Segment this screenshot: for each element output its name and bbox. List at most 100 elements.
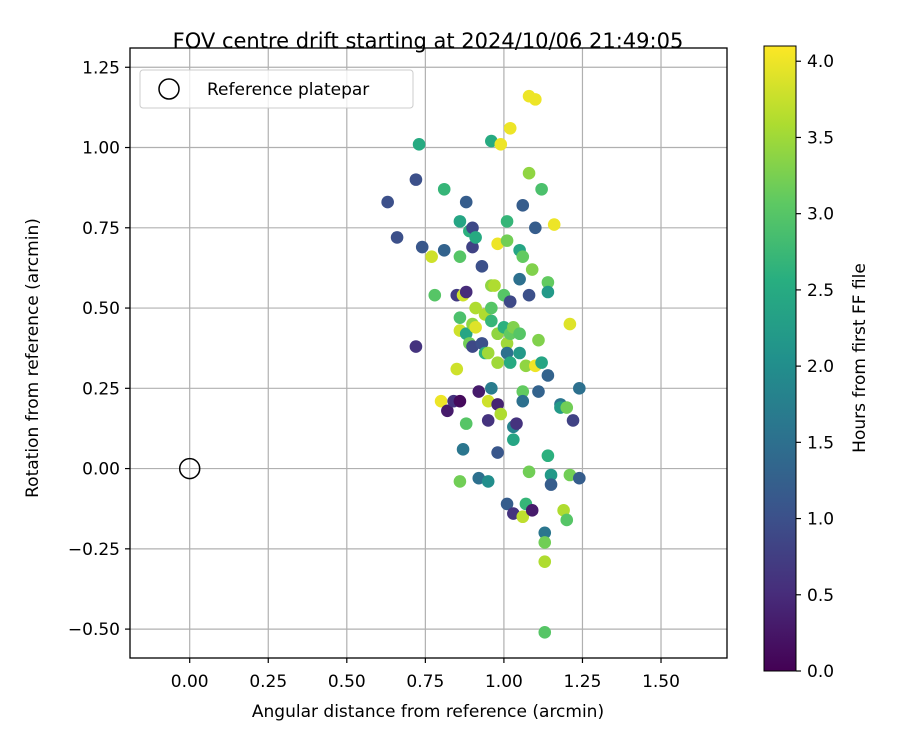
data-point (491, 398, 504, 411)
colorbar-gradient (763, 45, 797, 672)
data-point (513, 346, 526, 360)
x-tick-label: 0.00 (171, 672, 209, 692)
data-point (459, 417, 473, 430)
chart-title: FOV centre drift starting at 2024/10/06 … (173, 29, 684, 53)
data-point (466, 240, 479, 254)
data-point (560, 513, 574, 527)
data-point (485, 382, 498, 395)
data-point (500, 337, 514, 350)
data-point (535, 182, 548, 196)
x-tick-label: 1.25 (564, 672, 602, 692)
data-point (450, 362, 464, 376)
data-point (475, 260, 489, 273)
data-point (434, 394, 448, 408)
data-point (510, 417, 523, 430)
data-point (481, 475, 495, 488)
data-point (500, 346, 514, 360)
data-point (529, 221, 542, 235)
reference-marker-layer (178, 457, 201, 480)
x-axis-ticks: 0.00 0.25 0.50 0.75 1.00 1.25 1.50 (171, 658, 680, 692)
y-tick-label: −0.25 (68, 540, 120, 560)
data-point (485, 301, 498, 315)
data-point (538, 626, 552, 639)
data-point (500, 234, 514, 247)
data-point (513, 327, 526, 341)
data-point (453, 394, 467, 408)
data-point (525, 263, 539, 276)
data-point (481, 346, 495, 360)
data-point (437, 182, 451, 196)
data-point (459, 285, 473, 299)
colorbar-ticks: 0.0 0.5 1.0 1.5 2.0 2.5 3.0 3.5 4.0 (796, 52, 834, 682)
legend-label: Reference platepar (207, 80, 369, 100)
x-tick-label: 0.25 (249, 672, 287, 692)
colorbar-tick-label: 1.0 (807, 510, 834, 530)
data-point (500, 215, 514, 228)
data-point (525, 504, 539, 517)
data-point (532, 333, 545, 347)
data-point (441, 404, 454, 418)
colorbar-tick-label: 2.0 (807, 357, 834, 377)
data-point (437, 243, 451, 257)
data-points (381, 89, 586, 639)
data-point (469, 301, 482, 315)
data-point (494, 138, 508, 151)
legend: Reference platepar (139, 69, 414, 109)
data-point (381, 195, 394, 209)
colorbar-tick-label: 2.5 (807, 281, 834, 301)
y-axis-ticks: −0.50 −0.25 0.00 0.25 0.50 0.75 1.00 1.25 (68, 58, 130, 640)
data-point (459, 327, 473, 341)
data-point (469, 321, 482, 334)
y-tick-label: 1.25 (82, 58, 120, 78)
data-point (541, 285, 555, 299)
data-point (516, 394, 530, 408)
data-point (453, 475, 467, 488)
data-point (563, 317, 577, 331)
x-tick-label: 0.50 (328, 672, 366, 692)
data-point (428, 288, 442, 302)
data-point (466, 221, 479, 235)
y-tick-label: 0.50 (82, 299, 120, 319)
y-tick-label: −0.50 (68, 620, 120, 640)
colorbar-tick-label: 0.5 (807, 586, 834, 606)
data-point (491, 356, 504, 369)
data-point (544, 478, 558, 491)
data-point (415, 240, 429, 254)
reference-platepar-marker (178, 457, 201, 480)
data-point (516, 385, 530, 398)
x-axis-label: Angular distance from reference (arcmin) (252, 702, 604, 722)
data-point (412, 138, 426, 151)
data-point (425, 250, 438, 263)
data-point (472, 385, 486, 398)
data-point (519, 359, 533, 373)
data-point (535, 356, 548, 369)
data-point (516, 199, 530, 212)
data-point (573, 471, 586, 485)
y-tick-label: 0.75 (82, 219, 120, 239)
data-point (500, 497, 514, 511)
data-point (485, 314, 498, 328)
data-point (456, 443, 470, 456)
data-point (522, 166, 536, 180)
colorbar-label: Hours from first FF file (850, 263, 870, 453)
y-tick-label: 0.00 (82, 460, 120, 480)
y-axis-label: Rotation from reference (arcmin) (23, 218, 43, 498)
data-point (573, 382, 586, 395)
data-point (488, 279, 501, 292)
data-point (503, 121, 517, 135)
data-point (538, 526, 552, 540)
plot-frame (129, 47, 728, 659)
legend-reference-marker (158, 78, 180, 100)
data-point (409, 340, 423, 353)
data-point (453, 311, 467, 324)
data-point (544, 468, 558, 482)
grid-lines (130, 48, 727, 658)
data-point (494, 407, 508, 421)
data-point (481, 414, 495, 427)
y-tick-label: 1.00 (82, 139, 120, 159)
data-point (453, 250, 467, 263)
data-point (469, 231, 482, 244)
data-point (541, 276, 555, 289)
data-point (453, 215, 467, 228)
data-point (409, 173, 423, 186)
